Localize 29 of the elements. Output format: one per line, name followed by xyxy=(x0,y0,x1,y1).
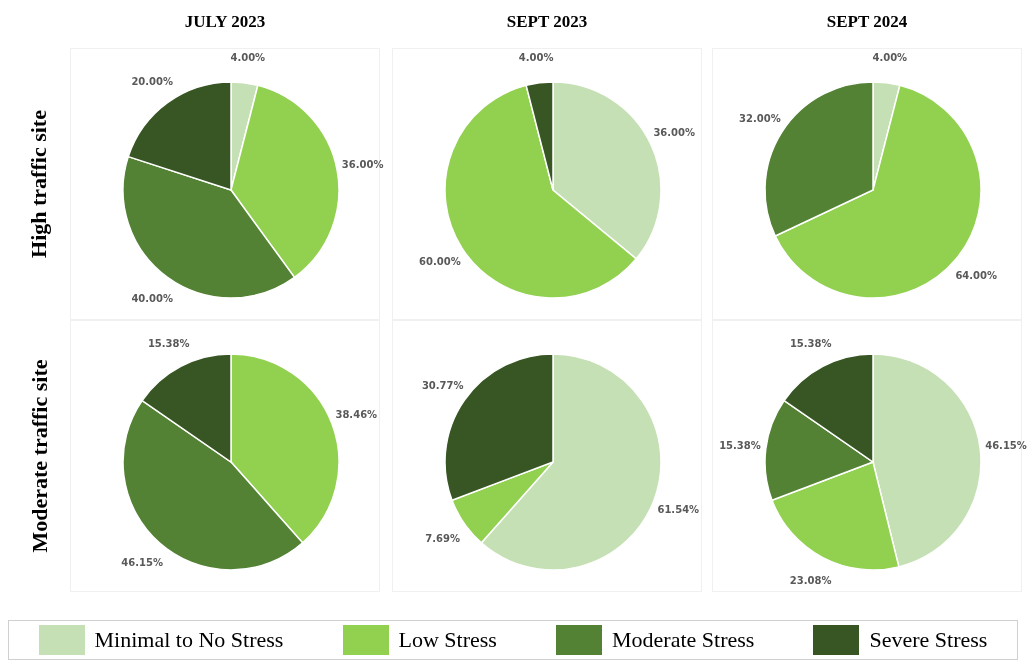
data-label: 15.38% xyxy=(789,337,832,349)
data-label: 46.15% xyxy=(121,556,163,568)
data-label: 60.00% xyxy=(419,256,461,268)
data-label: 46.15% xyxy=(985,440,1027,452)
data-label: 38.46% xyxy=(335,408,378,420)
data-label: 4.00% xyxy=(518,51,554,63)
data-label: 4.00% xyxy=(230,51,266,63)
text: Moderate traffic site xyxy=(26,359,52,553)
data-label: 7.69% xyxy=(425,532,461,544)
data-label: 15.38% xyxy=(147,337,190,349)
chart-title: JULY 2023 xyxy=(183,12,267,32)
data-label: 36.00% xyxy=(653,127,696,139)
data-label: 40.00% xyxy=(131,292,174,304)
data-label: 23.08% xyxy=(789,575,832,587)
data-label: 4.00% xyxy=(872,51,908,63)
data-label: 61.54% xyxy=(657,504,700,516)
data-label: 20.00% xyxy=(131,76,174,88)
chart-title: SEPT 2023 xyxy=(505,12,589,32)
data-label: 15.38% xyxy=(719,440,761,452)
legend-label: Moderate Stress xyxy=(612,627,755,653)
text: High traffic site xyxy=(26,110,52,258)
legend-label: Severe Stress xyxy=(869,627,988,653)
data-label: 64.00% xyxy=(955,269,998,281)
data-label: 30.77% xyxy=(421,380,464,392)
legend-label: Low Stress xyxy=(398,627,497,653)
data-label: 32.00% xyxy=(739,112,781,124)
chart-title: SEPT 2024 xyxy=(825,12,909,32)
data-label: 36.00% xyxy=(341,159,384,171)
legend-label: Minimal to No Stress xyxy=(94,627,284,653)
